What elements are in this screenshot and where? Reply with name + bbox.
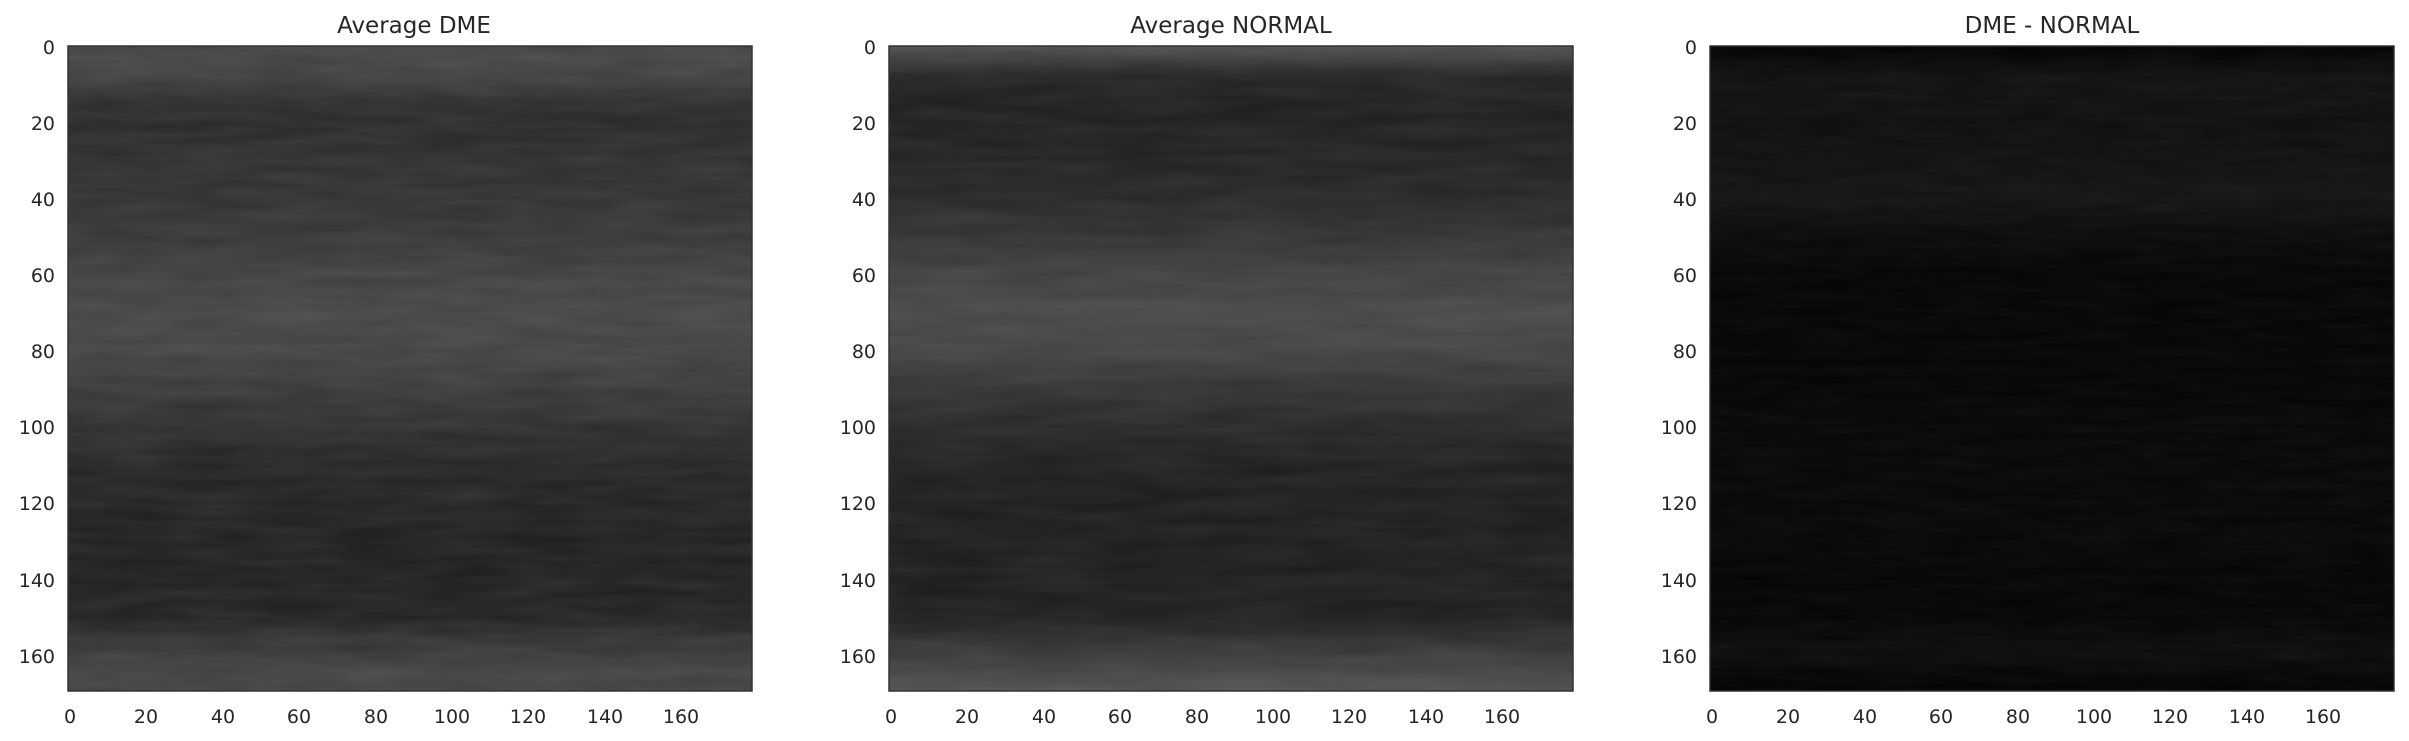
- image-texture: [889, 46, 1573, 691]
- panel-title: Average NORMAL: [1130, 13, 1332, 39]
- x-tick-label: 20: [134, 706, 158, 728]
- x-tick-label: 0: [64, 706, 76, 728]
- y-tick-label: 40: [31, 189, 55, 211]
- x-tick-label: 140: [2229, 706, 2265, 728]
- y-tick-label: 80: [1673, 341, 1697, 363]
- x-tick-label: 120: [1331, 706, 1367, 728]
- image-texture: [1710, 46, 2394, 691]
- x-tick-label: 60: [1108, 706, 1132, 728]
- x-tick-label: 40: [1032, 706, 1056, 728]
- x-tick-label: 60: [1929, 706, 1953, 728]
- x-tick-label: 0: [1706, 706, 1718, 728]
- y-tick-label: 80: [852, 341, 876, 363]
- y-tick-label: 60: [31, 265, 55, 287]
- y-tick-label: 40: [1673, 189, 1697, 211]
- y-tick-label: 140: [19, 570, 55, 592]
- y-tick-label: 60: [852, 265, 876, 287]
- axes-frame: [67, 45, 753, 692]
- x-tick-label: 40: [211, 706, 235, 728]
- y-tick-label: 140: [840, 570, 876, 592]
- axes-frame: [1709, 45, 2395, 692]
- y-tick-label: 160: [1661, 646, 1697, 668]
- x-tick-label: 100: [2076, 706, 2112, 728]
- y-tick-label: 0: [864, 37, 876, 59]
- x-tick-label: 60: [287, 706, 311, 728]
- y-tick-label: 60: [1673, 265, 1697, 287]
- image-texture: [68, 46, 752, 691]
- panel-title: Average DME: [337, 13, 491, 39]
- x-tick-labels: 0 20 40 60 80 100 120 140 160: [885, 706, 1520, 728]
- y-tick-label: 20: [852, 113, 876, 135]
- x-tick-label: 40: [1853, 706, 1877, 728]
- heatmap-panel-normal: Average NORMAL 0 20 40 60 80 100 120 140…: [840, 13, 1574, 728]
- x-tick-label: 140: [1408, 706, 1444, 728]
- x-tick-label: 100: [434, 706, 470, 728]
- y-tick-label: 20: [1673, 113, 1697, 135]
- x-tick-labels: 0 20 40 60 80 100 120 140 160: [64, 706, 699, 728]
- x-tick-label: 0: [885, 706, 897, 728]
- x-tick-label: 160: [2305, 706, 2341, 728]
- image-area: [67, 45, 753, 692]
- heatmap-panel-dme: Average DME 0 20 40 60 80 100 120 140 16…: [19, 13, 753, 728]
- y-tick-labels: 0 20 40 60 80 100 120 140 160: [840, 37, 876, 668]
- y-tick-label: 120: [840, 493, 876, 515]
- y-tick-label: 100: [19, 417, 55, 439]
- x-tick-label: 100: [1255, 706, 1291, 728]
- x-tick-label: 80: [1185, 706, 1209, 728]
- x-tick-label: 160: [663, 706, 699, 728]
- image-area: [1709, 45, 2395, 692]
- y-tick-label: 100: [1661, 417, 1697, 439]
- x-tick-label: 120: [2152, 706, 2188, 728]
- image-area: [888, 45, 1574, 692]
- y-tick-label: 0: [1685, 37, 1697, 59]
- x-tick-labels: 0 20 40 60 80 100 120 140 160: [1706, 706, 2341, 728]
- y-tick-labels: 0 20 40 60 80 100 120 140 160: [19, 37, 55, 668]
- y-tick-label: 160: [19, 646, 55, 668]
- x-tick-label: 160: [1484, 706, 1520, 728]
- x-tick-label: 140: [587, 706, 623, 728]
- x-tick-label: 20: [955, 706, 979, 728]
- y-tick-label: 20: [31, 113, 55, 135]
- y-tick-label: 80: [31, 341, 55, 363]
- y-tick-label: 140: [1661, 570, 1697, 592]
- y-tick-label: 0: [43, 37, 55, 59]
- x-tick-label: 20: [1776, 706, 1800, 728]
- x-tick-label: 80: [2006, 706, 2030, 728]
- panel-title: DME - NORMAL: [1965, 13, 2140, 39]
- axes-frame: [888, 45, 1574, 692]
- x-tick-label: 80: [364, 706, 388, 728]
- y-tick-label: 40: [852, 189, 876, 211]
- y-tick-label: 160: [840, 646, 876, 668]
- y-tick-label: 120: [19, 493, 55, 515]
- y-tick-label: 100: [840, 417, 876, 439]
- heatmap-panel-difference: DME - NORMAL 0 20 40 60 80 100 120 140 1…: [1661, 13, 2395, 728]
- x-tick-label: 120: [510, 706, 546, 728]
- y-tick-labels: 0 20 40 60 80 100 120 140 160: [1661, 37, 1697, 668]
- y-tick-label: 120: [1661, 493, 1697, 515]
